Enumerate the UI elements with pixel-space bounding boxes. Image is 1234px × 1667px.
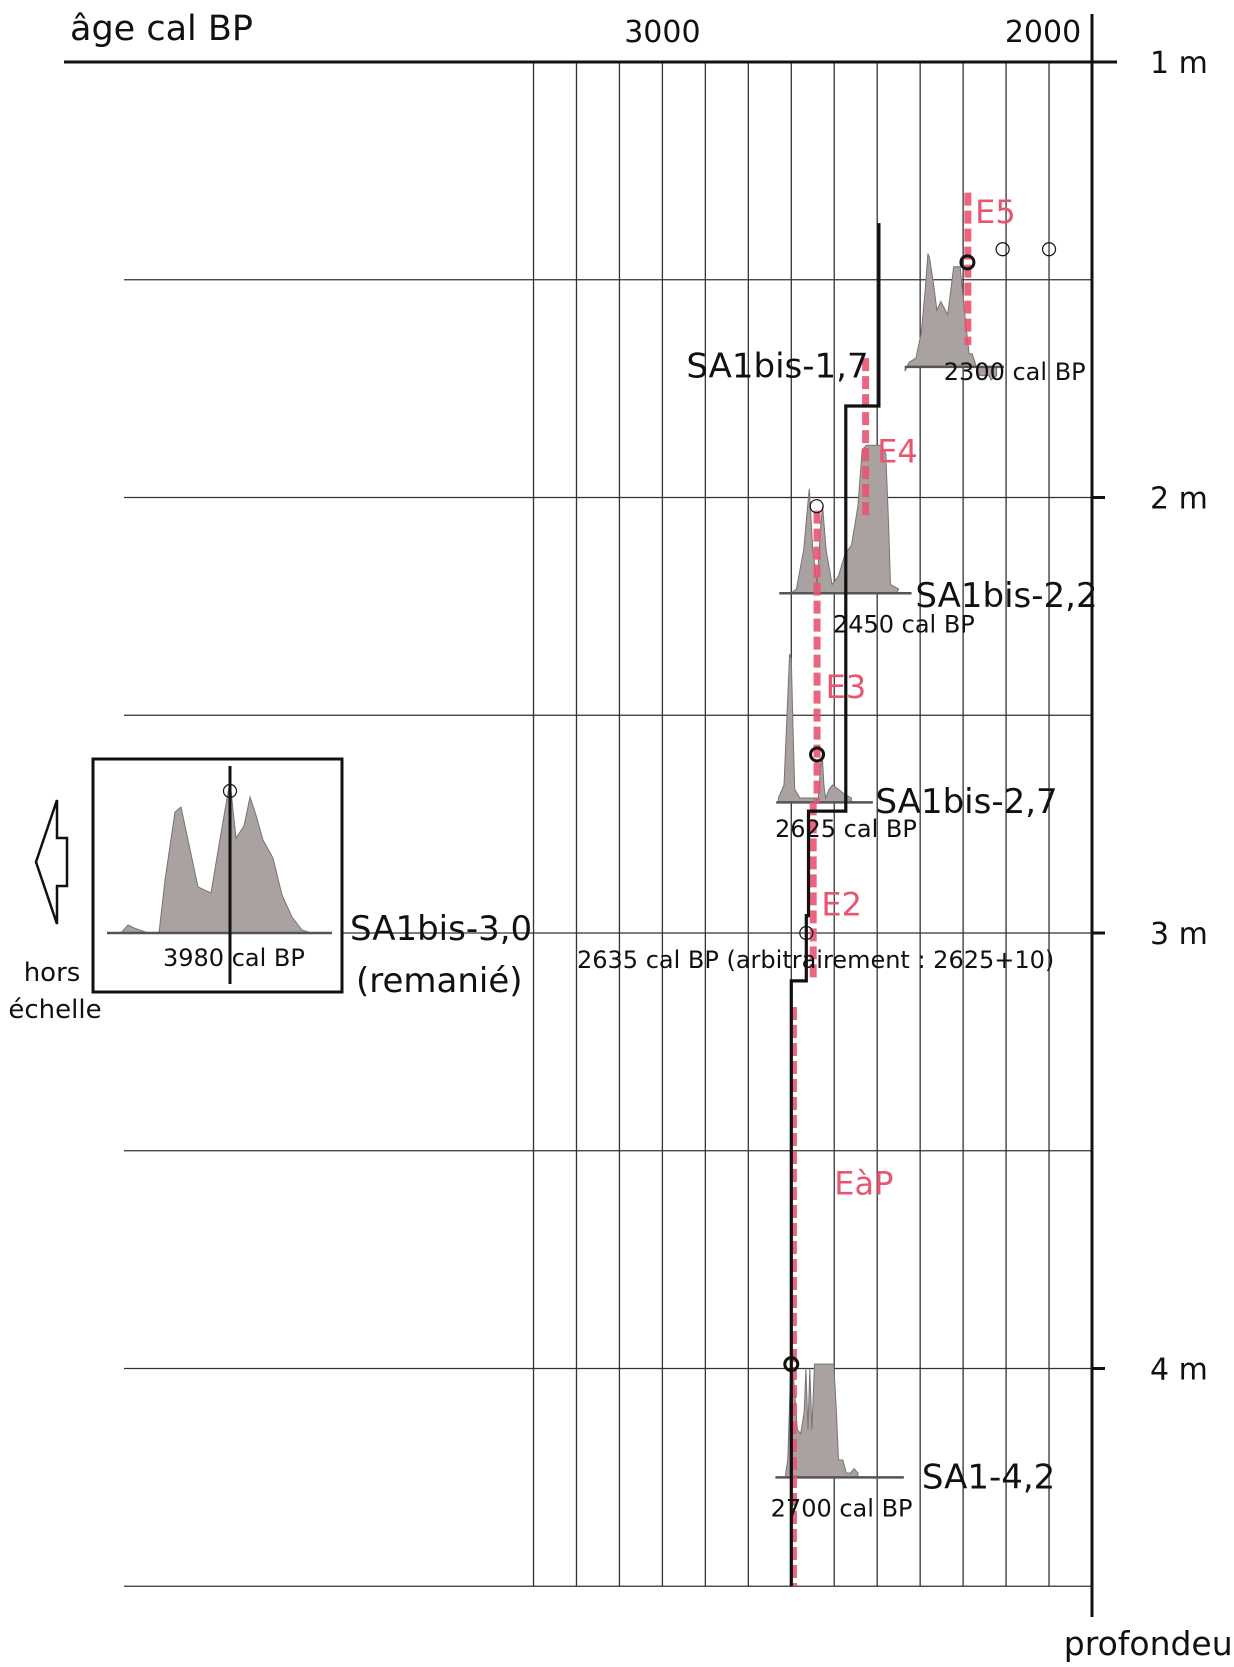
event-label: E4 <box>877 433 918 471</box>
y-tick-label: 1 m <box>1150 46 1208 81</box>
inset-age-label: 3980 cal BP <box>163 944 305 972</box>
sample-age-label: 2450 cal BP <box>833 611 975 639</box>
axis-frame <box>64 14 1117 1617</box>
model-age-marker <box>959 254 976 271</box>
calibrated-distributions <box>775 253 1004 1479</box>
reference-age-marker <box>995 242 1010 257</box>
sample-annotation: (remanié) <box>356 961 523 1001</box>
event-lines <box>789 192 972 1587</box>
model-age-marker <box>783 1356 800 1373</box>
age-depth-model <box>789 223 881 1587</box>
sample-age-label: 2635 cal BP (arbitrairement : 2625+10) <box>577 946 1054 974</box>
event-label: EàP <box>834 1164 893 1202</box>
sample-label: SA1bis-2,7 <box>875 782 1057 822</box>
reference-age-marker <box>809 499 824 514</box>
y-tick-label: 2 m <box>1150 482 1208 517</box>
y-tick-label: 3 m <box>1150 917 1208 952</box>
y-axis-title: profondeur <box>1064 1624 1234 1663</box>
inset-age-marker <box>222 783 238 799</box>
age-depth-step-line <box>789 223 881 1587</box>
inset-plot <box>107 766 332 984</box>
sample-label: SA1-4,2 <box>922 1457 1055 1497</box>
sample-label: SA1bis-3,0 <box>350 909 532 949</box>
sample-age-label: 2700 cal BP <box>771 1495 913 1523</box>
sample-age-label: 2300 cal BP <box>944 358 1086 386</box>
x-tick-label: 2000 <box>1005 15 1081 50</box>
out-of-scale-label: échelle <box>8 995 101 1025</box>
model-age-marker <box>809 746 826 763</box>
event-label: E5 <box>975 193 1016 231</box>
sample-label: SA1bis-1,7 <box>686 347 868 387</box>
out-of-scale-label: hors <box>24 958 81 988</box>
y-tick-label: 4 m <box>1150 1353 1208 1388</box>
sample-label: SA1bis-2,2 <box>915 576 1097 616</box>
out-of-scale-inset <box>34 757 344 994</box>
calibration-distribution <box>789 444 900 594</box>
sample-age-label: 2625 cal BP <box>775 815 917 843</box>
event-label: E3 <box>826 668 867 706</box>
x-axis-title: âge cal BP <box>70 9 253 49</box>
event-label: E2 <box>821 886 862 924</box>
age-markers <box>783 242 1057 1373</box>
left-arrow-icon <box>34 799 69 925</box>
reference-age-marker <box>799 925 814 941</box>
calibration-distribution <box>904 253 998 381</box>
reference-age-marker <box>1041 242 1057 257</box>
chart-labels: âge cal BP 3000 2000 1 m 2 m 3 m 4 m profondeur… <box>8 9 1234 1663</box>
x-tick-label: 3000 <box>624 15 700 50</box>
